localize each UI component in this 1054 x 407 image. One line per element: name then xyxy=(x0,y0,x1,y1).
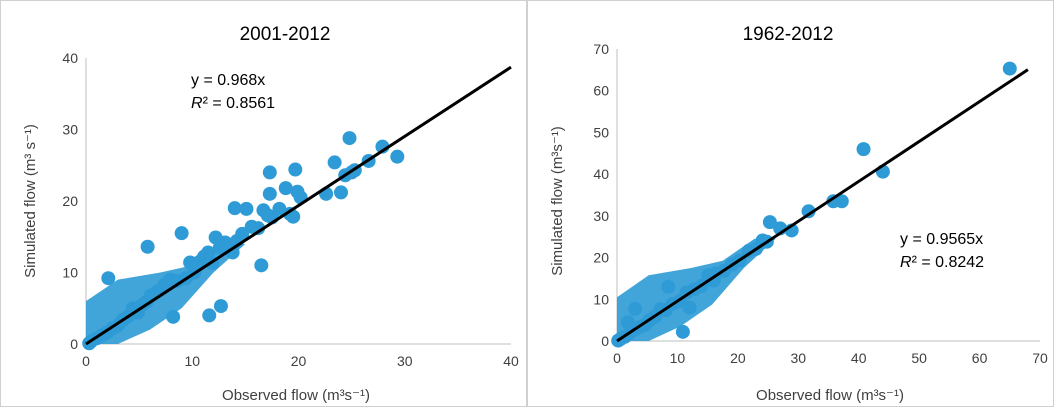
x-axis-label: Observed flow (m³s⁻¹) xyxy=(222,387,370,404)
trendline-equation: y = 0.968x xyxy=(191,72,265,89)
y-axis-label: Simulated flow (m³s⁻¹) xyxy=(549,126,566,276)
chart-title: 1962-2012 xyxy=(743,24,834,45)
x-tick-label: 0 xyxy=(613,350,621,366)
scatter-chart-1962-2012: 1962-2012 Observed flow (m³s⁻¹) Simulate… xyxy=(549,24,1048,404)
x-tick-label: 0 xyxy=(82,353,90,369)
y-tick-label: 0 xyxy=(70,336,78,352)
x-tick-label: 20 xyxy=(730,350,746,366)
y-tick-label: 40 xyxy=(62,50,78,66)
data-point xyxy=(262,165,277,180)
y-tick-label: 70 xyxy=(593,41,609,57)
x-tick-label: 30 xyxy=(397,353,413,369)
y-tick-label: 60 xyxy=(593,83,609,99)
chart-title: 2001-2012 xyxy=(240,24,331,45)
y-tick-label: 40 xyxy=(593,166,609,182)
data-point xyxy=(675,324,690,339)
data-point xyxy=(213,299,228,314)
data-point xyxy=(288,162,303,177)
data-point xyxy=(801,204,816,219)
data-point xyxy=(227,201,242,216)
data-point xyxy=(140,239,155,254)
y-tick-label: 10 xyxy=(62,265,78,281)
data-point xyxy=(174,226,189,241)
data-point xyxy=(290,184,305,199)
data-point xyxy=(628,301,643,316)
x-tick-label: 70 xyxy=(1032,350,1048,366)
data-point xyxy=(762,215,777,230)
trendline-equation: y = 0.9565x xyxy=(900,231,983,248)
y-axis-label: Simulated flow (m³ s⁻¹) xyxy=(22,124,39,278)
data-point xyxy=(256,203,271,218)
data-point xyxy=(620,315,635,330)
data-point xyxy=(208,230,223,245)
chart-panel-right: 1962-2012 Observed flow (m³s⁻¹) Simulate… xyxy=(527,0,1054,407)
y-tick-label: 20 xyxy=(62,193,78,209)
x-tick-label: 10 xyxy=(184,353,200,369)
y-tick-label: 30 xyxy=(62,122,78,138)
data-point xyxy=(682,300,697,315)
data-point xyxy=(101,271,116,286)
data-point xyxy=(327,155,342,170)
r-squared-label: R² = 0.8242 xyxy=(900,254,984,271)
chart-panel-left: 2001-2012 Observed flow (m³s⁻¹) Simulate… xyxy=(0,0,527,407)
data-point xyxy=(262,186,277,201)
data-point xyxy=(202,308,217,323)
data-point xyxy=(278,181,293,196)
x-tick-label: 60 xyxy=(972,350,988,366)
data-point xyxy=(239,201,254,216)
x-tick-label: 40 xyxy=(851,350,867,366)
trendline xyxy=(616,68,1029,343)
data-point xyxy=(741,243,756,258)
data-point xyxy=(334,185,348,200)
data-point xyxy=(661,279,676,294)
trendline xyxy=(85,65,512,346)
x-axis-label: Observed flow (m³s⁻¹) xyxy=(756,387,904,404)
data-point xyxy=(856,142,871,157)
data-point xyxy=(166,309,181,324)
data-point xyxy=(254,258,269,273)
data-point xyxy=(183,255,198,270)
r-squared-label: R² = 0.8561 xyxy=(191,95,275,112)
x-tick-label: 10 xyxy=(670,350,686,366)
data-point xyxy=(390,149,405,164)
scatter-chart-2001-2012: 2001-2012 Observed flow (m³s⁻¹) Simulate… xyxy=(22,24,519,404)
y-tick-label: 50 xyxy=(593,124,609,140)
y-tick-label: 30 xyxy=(593,208,609,224)
data-point xyxy=(1002,61,1017,76)
data-point xyxy=(342,131,357,146)
x-tick-label: 20 xyxy=(291,353,307,369)
data-point xyxy=(244,219,259,234)
data-point xyxy=(706,273,721,288)
x-tick-label: 30 xyxy=(790,350,806,366)
x-tick-label: 40 xyxy=(503,353,519,369)
x-tick-label: 50 xyxy=(911,350,927,366)
y-tick-label: 20 xyxy=(593,250,609,266)
data-point xyxy=(826,194,841,209)
y-tick-label: 0 xyxy=(601,333,609,349)
y-tick-label: 10 xyxy=(593,291,609,307)
